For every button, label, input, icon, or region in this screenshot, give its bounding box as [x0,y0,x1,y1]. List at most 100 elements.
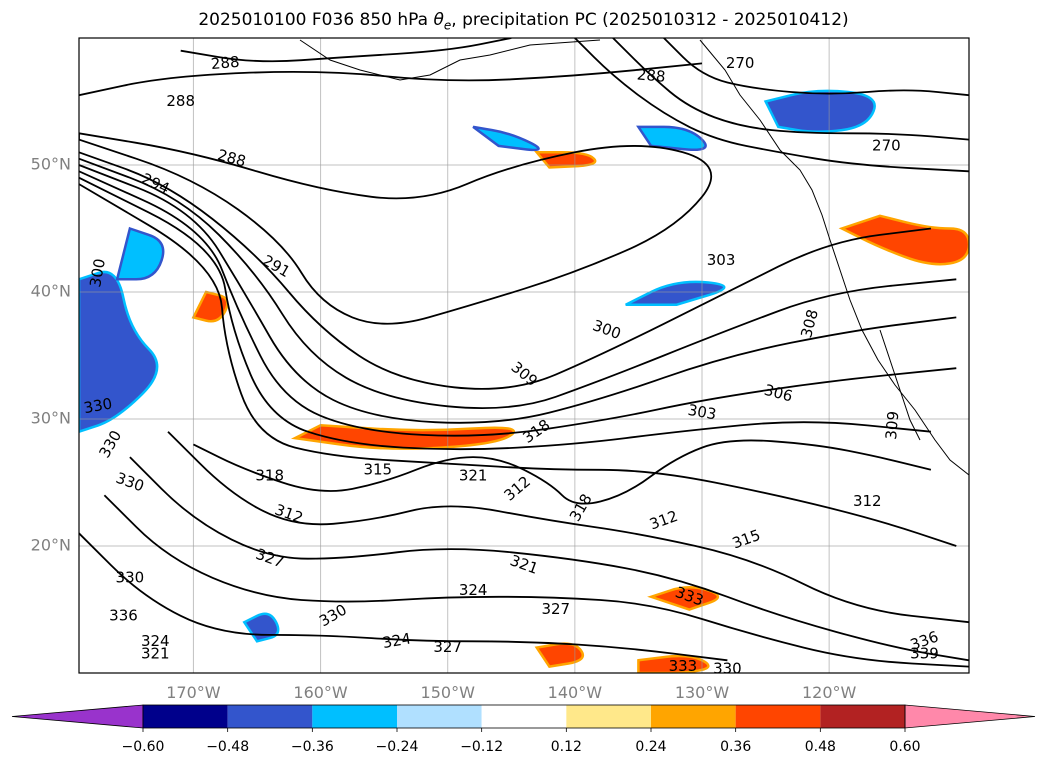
contour-306 [79,183,957,547]
title-prefix: 2025010100 F036 850 hPa [198,10,434,30]
colorbar: −0.60 −0.48 −0.36 −0.24 −0.12 0.12 0.24 0.36 0.4… [11,704,1036,755]
chart-title: 2025010100 F036 850 hPa θe, precipitatio… [0,10,1047,32]
colorbar-extend-low [11,704,144,729]
grid-layer [79,38,969,673]
title-suffix: , precipitation PC (2025010312 - 2025010… [451,10,849,30]
contour-label: 330 [95,427,125,461]
x-axis-ticks: 170°W 160°W 150°W 140°W 130°W 120°W [166,683,856,702]
contour-label: 321 [459,467,488,485]
colorbar-segment [820,705,905,728]
contour-label: 330 [116,568,145,586]
contour-label: 333 [669,657,698,675]
colorbar-tick-label: −0.36 [291,739,334,755]
pc-negative-bc [763,89,876,133]
pc-negative-ne-pacific [625,280,726,306]
contour-label: 294 [139,169,173,197]
contour-label: 324 [381,629,412,652]
contour-label: 318 [566,491,596,525]
pc-negative-westcoast-west [79,270,159,434]
pc-negative-hawaii [242,612,280,643]
contour-312 [129,456,969,662]
contour-label: 288 [166,92,195,110]
theta-e-contours [79,38,969,668]
colorbar-segment [481,705,567,728]
contour-label: 312 [501,472,535,504]
colorbar-tick-label: −0.48 [206,739,249,755]
colorbar-segment [143,705,228,728]
contour-label: 312 [272,500,305,527]
x-tick-label: 120°W [802,683,857,702]
y-tick-label: 20°N [31,536,71,555]
colorbar-segment [227,705,313,728]
plot-frame [78,37,970,674]
contour-315 [103,494,969,668]
colorbar-tick-label: −0.12 [460,739,503,755]
pc-negative-westcoast-west-b [115,226,165,281]
contour-label: 303 [686,401,717,424]
title-symbol: θ [433,10,444,30]
colorbar-segment [397,705,482,728]
y-tick-label: 40°N [31,282,71,301]
contour-288-north [79,62,703,97]
contour-label: 330 [82,394,113,417]
coastline-north-america [699,39,969,476]
colorbar-tick-label: −0.24 [376,739,419,755]
colorbar-extend-high [904,704,1036,729]
x-tick-label: 170°W [166,683,221,702]
contour-label: 324 [459,581,488,599]
contour-label: 330 [713,660,742,678]
contour-alaska-b [612,38,969,141]
contour-label: 270 [872,136,901,154]
x-tick-label: 160°W [293,683,348,702]
contour-294 [79,157,957,409]
contour-label: 270 [726,54,755,72]
colorbar-tick-label: −0.60 [122,739,165,755]
colorbar-frame [142,704,906,729]
contour-label: 318 [520,416,554,447]
contour-label: 300 [86,257,109,288]
contour-label: 288 [636,65,666,85]
contour-label: 321 [141,644,170,662]
colorbar-segment [566,705,651,728]
title-subscript: e [443,18,452,33]
y-axis-ticks: 20°N 30°N 40°N 50°N [31,155,71,555]
y-tick-label: 50°N [31,155,71,174]
contour-alaska-a [574,38,969,173]
contour-label: 309 [508,358,542,390]
colorbar-segment [735,705,821,728]
colorbar-tick-label: 0.48 [805,739,836,755]
contour-alaska-c [663,38,969,97]
contour-288-top [180,38,512,63]
pc-positive-jet-band [290,424,515,450]
contour-label: 336 [109,606,138,624]
colorbar-segment [651,705,736,728]
pc-negative-gulf-b [636,125,707,151]
pc-positive-westcoast [838,214,969,266]
contour-label: 288 [210,53,240,73]
pc-negative-gulf [472,125,540,152]
pc-positive-south-b [534,642,585,668]
colorbar-tick-label: 0.12 [551,739,582,755]
colorbar-tick-label: 0.36 [720,739,751,755]
contour-label: 327 [253,545,286,572]
contour-label: 288 [216,146,248,171]
contour-label: 330 [113,469,146,496]
contour-label: 339 [910,644,939,662]
contour-label: 327 [541,600,570,618]
colorbar-tick-label: 0.60 [889,739,920,755]
contour-309 [167,431,969,624]
contour-288-loop [79,132,713,325]
contour-label: 312 [647,507,680,534]
colorbar-segment [312,705,397,728]
contour-label: 315 [363,460,392,478]
contour-label: 312 [853,492,882,510]
contour-318 [79,532,728,662]
contour-label: 330 [316,600,350,630]
contour-label: 308 [797,307,822,339]
coastline-layer [299,39,969,476]
x-tick-label: 150°W [421,683,476,702]
contour-label: 309 [882,410,902,440]
contour-label: 318 [255,467,284,485]
coastline-baja [879,329,921,441]
